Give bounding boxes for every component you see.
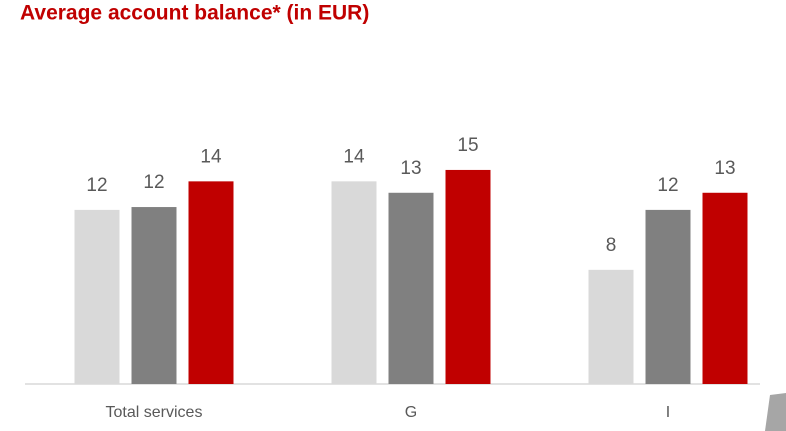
value-label: 14 [343,146,365,167]
bar [445,169,491,384]
bar [588,269,634,384]
bar [188,181,234,384]
x-tick-label: Total services [106,404,203,421]
value-label: 12 [86,175,107,196]
bar [702,192,748,384]
value-label: 12 [143,172,164,193]
value-label: 8 [606,235,617,256]
bar [645,209,691,384]
value-label: 13 [714,158,735,179]
value-label: 14 [200,146,222,167]
x-tick-label: G [405,404,417,421]
chart-title: Average account balance* (in EUR) [20,2,369,25]
bar [131,207,177,384]
value-label: 13 [400,158,421,179]
value-label: 15 [457,135,478,156]
bar [388,192,434,384]
bar [74,209,120,384]
value-label: 12 [657,175,678,196]
x-tick-label: I [666,404,670,421]
decoration [765,393,786,431]
bar [331,181,377,384]
